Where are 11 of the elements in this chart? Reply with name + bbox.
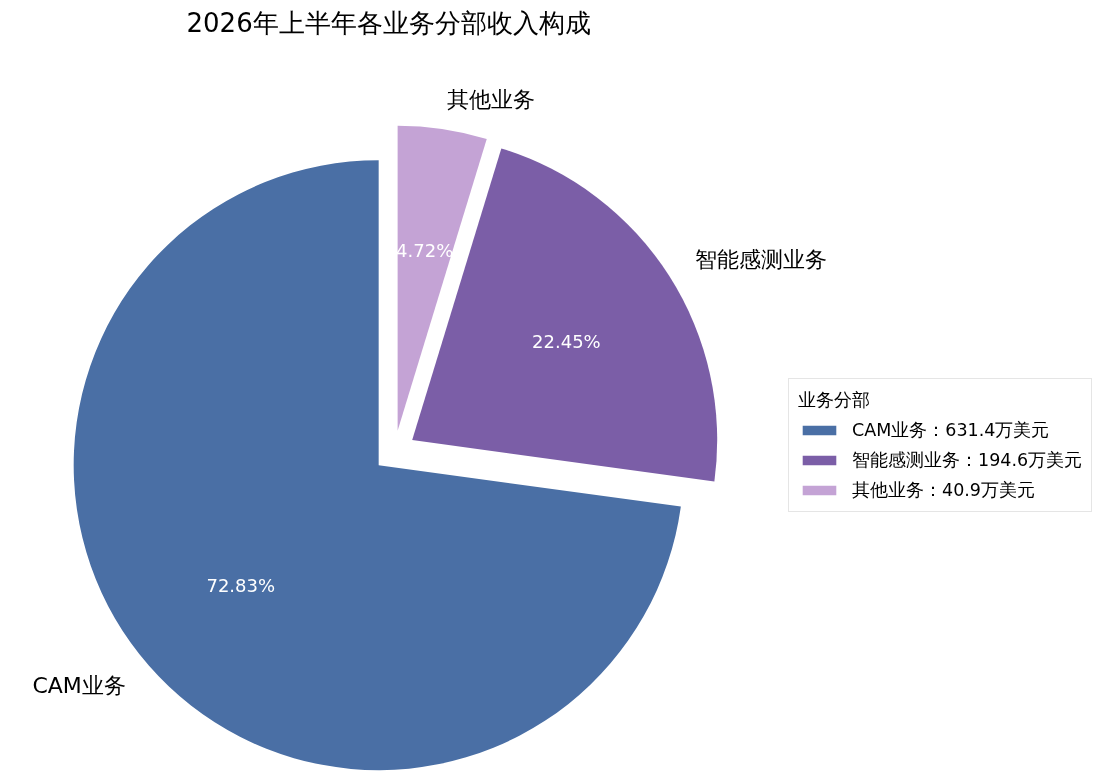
data-label: 22.45% xyxy=(532,331,601,353)
data-label: 4.72% xyxy=(396,239,454,261)
chart-title: 2026年上半年各业务分部收入构成 xyxy=(186,7,591,38)
text: CAM业务 xyxy=(32,672,126,698)
legend-label: CAM业务：631.4万美元 xyxy=(852,419,1050,442)
text: 其他业务 xyxy=(447,87,536,113)
legend-title: 业务分部 xyxy=(798,389,871,412)
legend-label: 智能感测业务：194.6万美元 xyxy=(852,449,1083,472)
text: 智能感测业务 xyxy=(694,247,827,273)
legend-label: 其他业务：40.9万美元 xyxy=(852,479,1035,502)
data-label: 72.83% xyxy=(206,574,276,596)
